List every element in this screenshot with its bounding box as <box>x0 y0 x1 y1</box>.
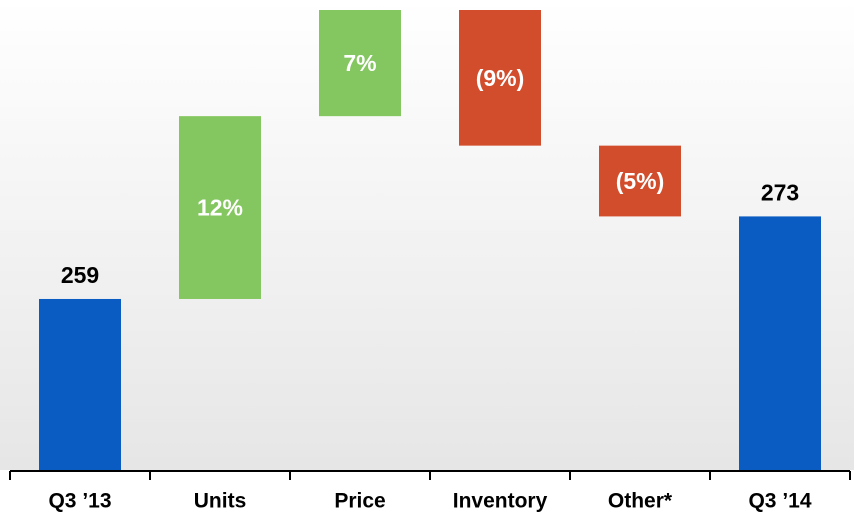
bar <box>599 145 681 217</box>
x-tick-label: Other* <box>608 490 673 513</box>
bar <box>319 10 401 117</box>
value-label: 12% <box>197 195 243 221</box>
value-label: (5%) <box>616 168 665 194</box>
bar <box>739 216 821 470</box>
value-label: 259 <box>61 262 99 288</box>
x-tick-label: Price <box>334 490 385 513</box>
x-tick-label: Units <box>194 490 247 513</box>
bar <box>459 10 541 146</box>
value-label: 273 <box>761 179 799 205</box>
bar <box>179 116 261 299</box>
x-tick-label: Inventory <box>453 490 548 513</box>
x-tick-label: Q3 ’14 <box>748 490 811 513</box>
plot-background <box>0 0 854 470</box>
bar <box>39 298 121 470</box>
x-tick-label: Q3 ’13 <box>48 490 111 513</box>
value-label: (9%) <box>476 65 525 91</box>
value-label: 7% <box>343 50 376 76</box>
